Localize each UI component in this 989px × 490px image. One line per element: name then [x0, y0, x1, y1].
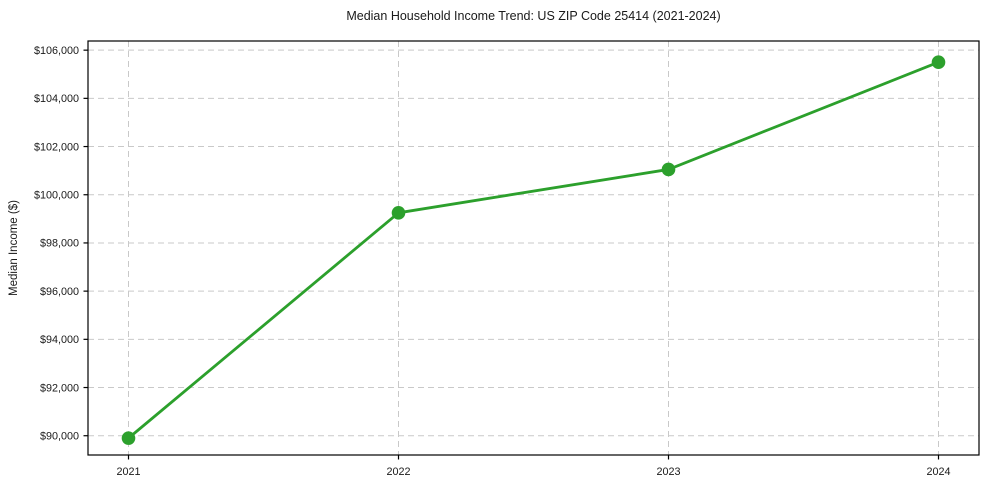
y-tick-label: $94,000 — [40, 334, 79, 346]
x-tick-label: 2022 — [386, 466, 410, 478]
chart-title: Median Household Income Trend: US ZIP Co… — [346, 9, 721, 23]
data-point-marker — [391, 206, 406, 220]
trend-line — [127, 60, 940, 440]
data-point-marker — [931, 55, 946, 70]
x-tick-label: 2021 — [116, 466, 140, 478]
y-tick-label: $90,000 — [40, 431, 79, 443]
y-axis-label-text: Median Income ($) — [8, 200, 20, 296]
x-tick-label: 2024 — [926, 466, 950, 478]
x-tick-label: 2023 — [656, 466, 680, 478]
y-tick-label: $104,000 — [34, 93, 79, 105]
y-tick-label: $96,000 — [40, 286, 79, 298]
plot-border — [87, 40, 980, 456]
y-tick-label: $100,000 — [34, 190, 79, 202]
y-tick-label: $102,000 — [34, 141, 79, 153]
y-tick-label: $98,000 — [40, 238, 79, 250]
y-tick-label: $92,000 — [40, 382, 79, 394]
data-point-marker — [121, 431, 136, 445]
y-tick-label: $106,000 — [34, 45, 79, 57]
data-point-marker — [661, 162, 676, 177]
